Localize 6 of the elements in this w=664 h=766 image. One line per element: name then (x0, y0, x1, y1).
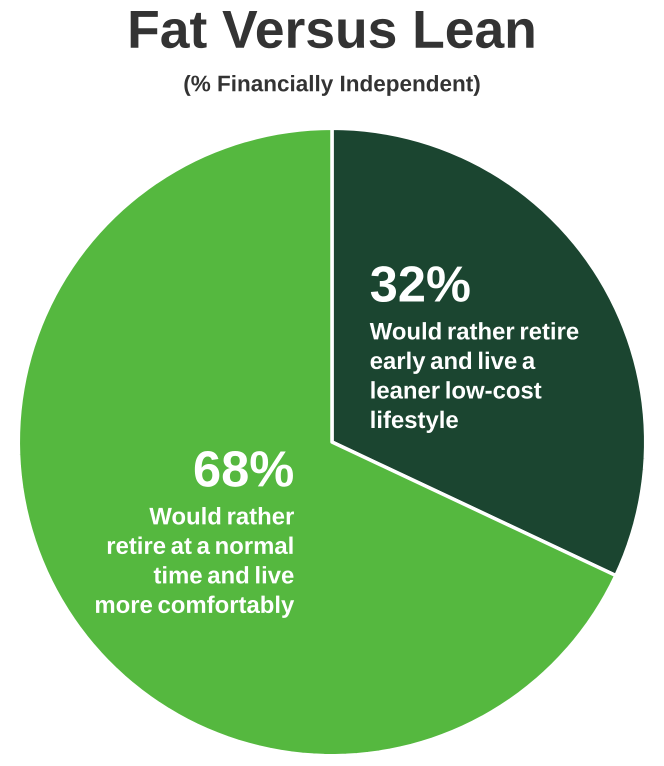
data-label: 32% (370, 266, 470, 302)
data-label: 68% (194, 451, 293, 487)
slice-label: Would rather retire early and live a leaner low-cost lifestyle (370, 322, 578, 433)
slice-label: Would rather retire at a normal time and live more comfortably (96, 507, 294, 618)
chart-title: Fat Versus Lean (130, 10, 534, 48)
chart-subtitle: (% Financially Independent) (184, 74, 480, 96)
